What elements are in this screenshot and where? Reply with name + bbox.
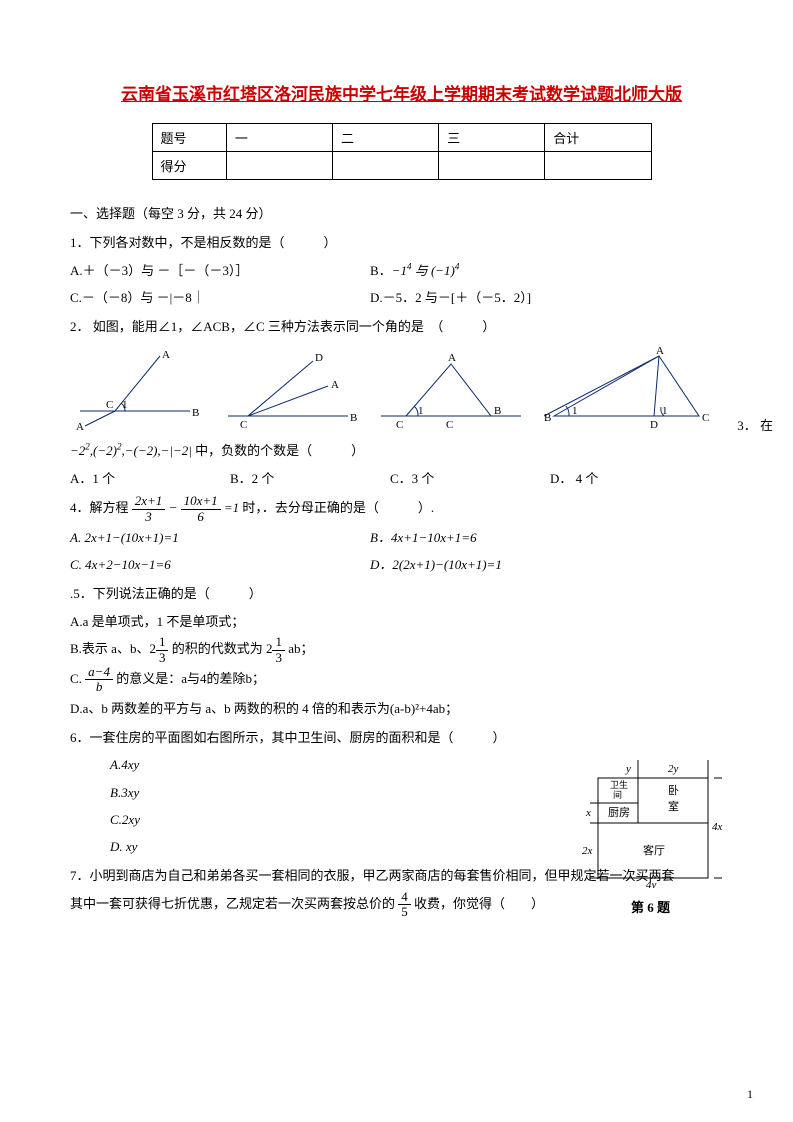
q3-tail: 中，负数的个数是（ ） xyxy=(195,443,364,458)
q4-opt-a: A. 2x+1−(10x+1)=1 xyxy=(70,524,370,551)
svg-text:1: 1 xyxy=(572,405,578,417)
svg-text:C: C xyxy=(702,412,709,424)
q5-b-d: 3 xyxy=(156,651,169,665)
svg-text:卧: 卧 xyxy=(668,784,679,797)
q5-b-mid: 的积的代数式为 2 xyxy=(172,641,273,656)
svg-text:2x: 2x xyxy=(582,845,593,857)
q3-opt-c: C．3 个 xyxy=(390,465,510,492)
svg-text:B: B xyxy=(350,412,357,424)
svg-text:C: C xyxy=(446,419,453,431)
svg-text:1: 1 xyxy=(662,405,668,417)
q5-c-d: b xyxy=(85,680,113,694)
q5-c-pre: C. xyxy=(70,671,82,686)
q4-f2d: 6 xyxy=(181,510,221,524)
q5-b-n: 1 xyxy=(156,635,169,650)
q7-l2-d: 5 xyxy=(398,905,411,919)
svg-text:1: 1 xyxy=(418,405,424,417)
th-3: 三 xyxy=(439,124,545,152)
svg-text:间: 间 xyxy=(613,789,622,800)
q1-opt-b-expr: −14 与 (−1)4 xyxy=(392,263,460,278)
q3-opt-b: B．2 个 xyxy=(230,465,350,492)
svg-text:4y: 4y xyxy=(646,879,657,888)
q5-opt-a: A.a 是单项式，1 不是单项式； xyxy=(70,608,733,635)
td-defen: 得分 xyxy=(152,152,226,180)
th-tihao: 题号 xyxy=(152,124,226,152)
q4-f1d: 3 xyxy=(132,510,166,524)
q2-diagram-c: A B C 1 C xyxy=(376,346,526,431)
q5-c-n: a−4 xyxy=(85,665,113,680)
q1-opt-b-pre: B． xyxy=(370,263,392,278)
svg-text:A: A xyxy=(331,379,339,391)
score-table: 题号 一 二 三 合计 得分 xyxy=(152,123,652,180)
svg-text:x: x xyxy=(585,807,591,819)
q3-opt-d: D． 4 个 xyxy=(550,465,598,492)
svg-text:卫生: 卫生 xyxy=(610,779,628,790)
svg-text:厨房: 厨房 xyxy=(608,806,630,819)
q2-stem: 2． 如图，能用∠1，∠ACB，∠C 三种方法表示同一个角的是 （ ） xyxy=(70,313,733,340)
svg-text:室: 室 xyxy=(668,799,679,813)
th-total: 合计 xyxy=(545,124,651,152)
table-row: 得分 xyxy=(152,152,651,180)
q5-b-tail: ab； xyxy=(288,641,313,656)
svg-text:y: y xyxy=(625,763,631,775)
q1-opt-d: D.－5．2 与－[＋（－5．2）] xyxy=(370,284,531,311)
svg-text:D: D xyxy=(315,352,323,364)
q7-l2-tail: 收费，你觉得（ ） xyxy=(414,896,544,911)
svg-text:4x: 4x xyxy=(712,821,723,833)
q1-opt-c: C.－（－8）与 －|－8｜ xyxy=(70,284,370,311)
section-1-heading: 一、选择题（每空 3 分，共 24 分） xyxy=(70,200,733,227)
q5-stem: .5．下列说法正确的是（ ） xyxy=(70,580,733,607)
svg-text:A: A xyxy=(76,421,84,431)
svg-text:C: C xyxy=(396,419,403,431)
svg-text:1: 1 xyxy=(122,399,128,411)
q3-prefix: 3． 在 xyxy=(737,412,773,439)
q4-opt-c: C. 4x+2−10x−1=6 xyxy=(70,551,370,578)
q7-l2-n: 4 xyxy=(398,890,411,905)
svg-text:B: B xyxy=(192,407,199,419)
q6-floorplan: y 2y 卫生间 卧室 厨房 客厅 x 2x 4x 4y 第 6 题 xyxy=(578,758,723,916)
q4-minus: − xyxy=(169,500,178,515)
q1-stem: 1．下列各对数中，不是相反数的是（ ） xyxy=(70,229,733,256)
svg-text:C: C xyxy=(106,399,113,411)
th-1: 一 xyxy=(226,124,332,152)
page-title: 云南省玉溪市红塔区洛河民族中学七年级上学期期末考试数学试题北师大版 xyxy=(70,80,733,105)
q4-eq: =1 xyxy=(224,500,239,515)
q4-f2n: 10x+1 xyxy=(181,494,221,509)
svg-text:2y: 2y xyxy=(668,763,679,775)
svg-text:A: A xyxy=(162,349,170,361)
q6-caption: 第 6 题 xyxy=(578,897,723,916)
q5-b-pre: B.表示 a、b、 xyxy=(70,641,149,656)
q6-stem: 6．一套住房的平面图如右图所示，其中卫生间、厨房的面积和是（ ） xyxy=(70,724,733,751)
q5-opt-d: D.a、b 两数差的平方与 a、b 两数的积的 4 倍的和表示为(a-b)²+4… xyxy=(70,695,733,722)
svg-text:A: A xyxy=(448,352,456,364)
q5-c-tail: 的意义是：a与4的差除b； xyxy=(116,671,265,686)
svg-text:A: A xyxy=(656,346,664,357)
q4-tail: 时，．去分母正确的是（ ）. xyxy=(242,500,434,515)
q7-l2-pre: 其中一套可获得七折优惠，乙规定若一次买两套按总价的 xyxy=(70,896,395,911)
svg-text:B: B xyxy=(544,412,551,424)
q3-opt-a: A．1 个 xyxy=(70,465,190,492)
q3-expr: −22,(−2)2,−(−2),−|−2| xyxy=(70,443,192,458)
table-row: 题号 一 二 三 合计 xyxy=(152,124,651,152)
q4-opt-b: B．4x+1−10x+1=6 xyxy=(370,524,477,551)
svg-text:客厅: 客厅 xyxy=(643,843,665,857)
page-number: 1 xyxy=(747,1087,753,1102)
q4-opt-d: D．2(2x+1)−(10x+1)=1 xyxy=(370,551,502,578)
q2-diagram-a: A B C1 A xyxy=(70,346,200,431)
svg-text:C: C xyxy=(240,419,247,431)
q1-opt-a: A.＋（－3）与 －［－（－3）］ xyxy=(70,257,370,284)
svg-text:D: D xyxy=(650,419,658,431)
q4-f1n: 2x+1 xyxy=(132,494,166,509)
svg-text:B: B xyxy=(494,405,501,417)
q4-pre: 4．解方程 xyxy=(70,500,129,515)
q2-diagram-b: D A B C xyxy=(218,346,358,431)
q2-diagram-d: A B C D 1 1 xyxy=(544,346,714,431)
th-2: 二 xyxy=(332,124,438,152)
